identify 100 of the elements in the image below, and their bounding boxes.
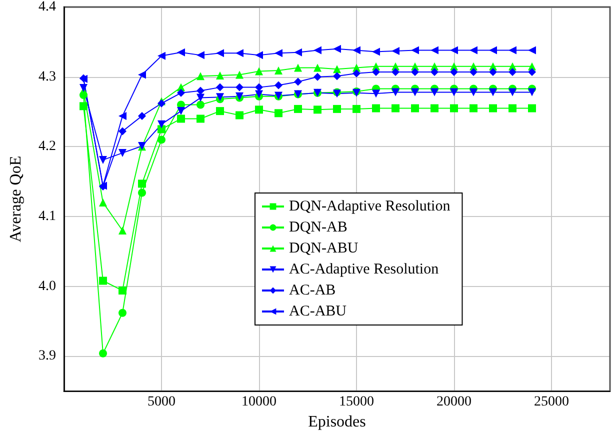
point bbox=[528, 104, 536, 112]
point bbox=[294, 48, 302, 56]
point bbox=[177, 107, 185, 116]
point bbox=[80, 102, 88, 110]
point bbox=[236, 70, 244, 79]
point bbox=[470, 68, 478, 76]
point bbox=[430, 104, 438, 112]
point bbox=[430, 46, 438, 54]
point bbox=[138, 188, 146, 197]
point bbox=[138, 70, 146, 79]
point bbox=[255, 106, 263, 114]
point bbox=[274, 109, 282, 118]
point bbox=[177, 114, 185, 123]
point bbox=[255, 67, 263, 76]
point bbox=[118, 148, 126, 157]
point bbox=[372, 90, 380, 98]
point bbox=[99, 198, 107, 207]
y-tick-label: 4.4 bbox=[38, 0, 56, 14]
point bbox=[392, 46, 400, 55]
point bbox=[372, 68, 380, 76]
point bbox=[118, 127, 126, 136]
point bbox=[80, 84, 88, 92]
point bbox=[489, 68, 497, 76]
point bbox=[294, 104, 302, 113]
point bbox=[411, 68, 419, 76]
point bbox=[430, 68, 438, 76]
point bbox=[118, 286, 126, 295]
point bbox=[158, 120, 166, 128]
point bbox=[528, 68, 536, 76]
point bbox=[352, 69, 360, 78]
legend-label: AC-ABU bbox=[289, 304, 347, 320]
x-tick-label: 20000 bbox=[436, 394, 472, 410]
point bbox=[392, 68, 400, 76]
point bbox=[411, 104, 419, 112]
point bbox=[177, 88, 185, 97]
point bbox=[528, 88, 536, 96]
y-tick-label: 4.3 bbox=[38, 69, 56, 84]
point bbox=[508, 104, 516, 112]
point bbox=[333, 104, 341, 113]
point bbox=[196, 86, 204, 95]
point bbox=[314, 46, 322, 54]
legend-label: AC-Adaptive Resolution bbox=[289, 262, 440, 278]
point bbox=[196, 72, 204, 80]
x-tick-label: 10000 bbox=[242, 394, 276, 410]
point bbox=[489, 88, 497, 96]
point bbox=[314, 64, 322, 72]
point bbox=[470, 88, 478, 96]
point bbox=[158, 125, 166, 134]
point bbox=[508, 68, 516, 76]
point bbox=[450, 104, 458, 112]
x-tick-label: 5000 bbox=[148, 394, 176, 410]
legend-label: DQN-AB bbox=[289, 220, 348, 236]
point bbox=[372, 48, 380, 56]
point bbox=[470, 46, 478, 54]
x-tick-label: 25000 bbox=[534, 394, 569, 410]
point bbox=[411, 88, 419, 96]
point bbox=[314, 106, 322, 114]
point bbox=[333, 65, 341, 74]
point bbox=[255, 51, 263, 60]
point bbox=[216, 71, 224, 80]
point bbox=[528, 46, 536, 54]
y-tick-label: 4.0 bbox=[38, 278, 56, 294]
point bbox=[274, 66, 282, 75]
point bbox=[508, 88, 516, 96]
y-tick-label: 4.2 bbox=[38, 139, 56, 154]
point bbox=[196, 51, 204, 60]
point bbox=[508, 46, 516, 54]
point bbox=[372, 104, 380, 112]
point bbox=[392, 104, 400, 112]
point bbox=[294, 78, 302, 86]
point bbox=[314, 72, 322, 81]
point bbox=[118, 308, 126, 317]
point bbox=[236, 83, 244, 92]
point bbox=[274, 81, 282, 90]
legend-label: DQN-ABU bbox=[289, 240, 358, 256]
point bbox=[450, 46, 458, 54]
point bbox=[196, 94, 204, 102]
point bbox=[450, 88, 458, 96]
point bbox=[216, 49, 224, 58]
point bbox=[470, 104, 478, 112]
point bbox=[236, 49, 244, 58]
point bbox=[352, 46, 360, 54]
point bbox=[236, 111, 244, 120]
point bbox=[99, 349, 107, 358]
point bbox=[99, 156, 107, 164]
point bbox=[294, 64, 302, 72]
y-axis-title: Average QoE bbox=[8, 156, 24, 242]
x-tick-label: 15000 bbox=[339, 394, 374, 410]
point bbox=[196, 100, 204, 109]
point bbox=[118, 112, 126, 120]
point bbox=[138, 180, 146, 188]
point bbox=[392, 88, 400, 96]
point bbox=[489, 46, 497, 54]
legend-label: DQN-Adaptive Resolution bbox=[289, 198, 451, 214]
point bbox=[274, 49, 282, 58]
point bbox=[138, 112, 146, 120]
point bbox=[99, 276, 107, 285]
point bbox=[352, 104, 360, 113]
point bbox=[158, 52, 166, 60]
x-axis-title: Episodes bbox=[308, 414, 366, 430]
